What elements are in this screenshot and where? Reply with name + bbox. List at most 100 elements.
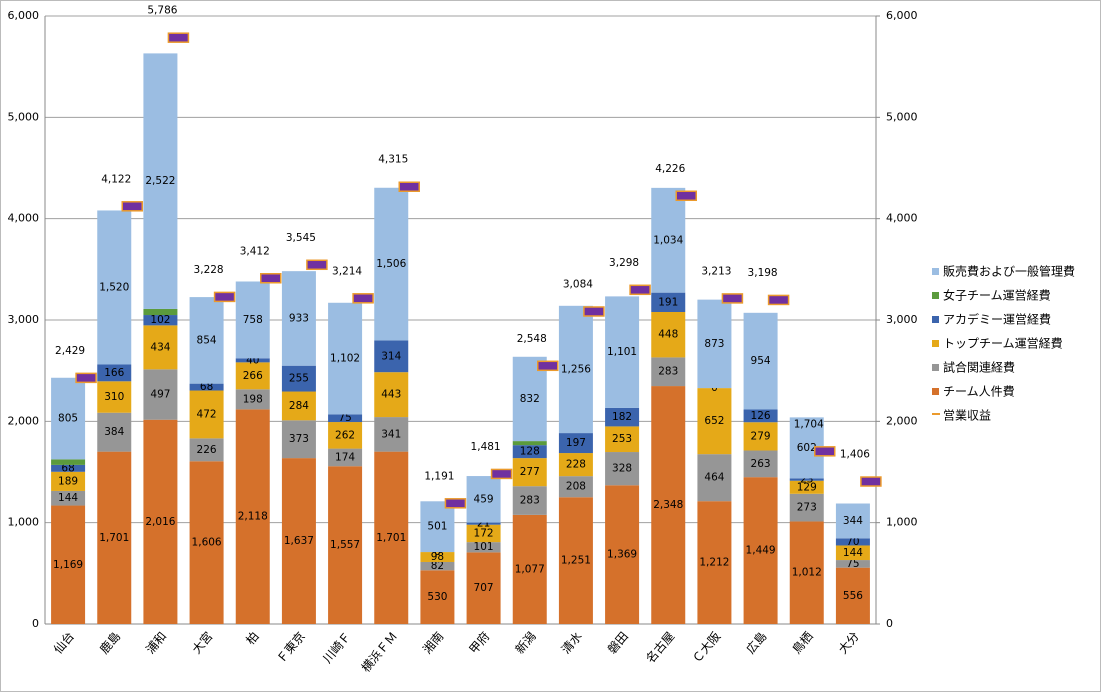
bar-segment [420, 570, 455, 624]
revenue-marker [167, 32, 190, 43]
data-label: 82 [431, 560, 444, 572]
revenue-marker [860, 476, 882, 487]
bar-segment [374, 451, 409, 624]
bar-segment [143, 325, 178, 370]
data-label: 314 [381, 350, 401, 362]
bar-segment [374, 340, 409, 373]
revenue-label: 3,298 [609, 257, 639, 269]
revenue-label: 3,198 [748, 267, 778, 279]
data-label: 954 [751, 355, 771, 367]
revenue-label: 1,481 [471, 441, 501, 453]
bar-segment [51, 459, 86, 465]
bar-segment [743, 312, 778, 410]
revenue-label: 3,412 [240, 245, 270, 257]
data-label: 344 [843, 515, 863, 527]
bar-segment [189, 461, 224, 624]
data-label: 384 [104, 426, 124, 438]
legend-swatch [932, 340, 939, 347]
data-label: 129 [797, 481, 817, 493]
data-label: 832 [520, 393, 540, 405]
bar-segment [789, 521, 824, 624]
bar-segment [835, 567, 870, 624]
bar-segment [651, 386, 686, 624]
bar-segment [374, 372, 409, 418]
legend-label: 営業収益 [943, 409, 991, 423]
data-label: 464 [704, 472, 724, 484]
data-label: 1,012 [792, 567, 822, 579]
bar-segment [558, 453, 593, 477]
data-label: 1,520 [99, 281, 129, 293]
bar-segment [651, 311, 686, 358]
y-tick-label: 2,000 [8, 414, 40, 427]
bar-segment [651, 292, 686, 312]
data-label: 805 [58, 413, 78, 425]
data-label: 283 [520, 495, 540, 507]
data-label: 126 [751, 410, 771, 422]
revenue-marker [721, 293, 744, 304]
data-label: 284 [289, 400, 309, 412]
bar-segment [466, 524, 501, 543]
data-label: 253 [612, 433, 632, 445]
legend-swatch [932, 268, 939, 275]
bar-segment [466, 552, 501, 624]
y-tick-label: 6,000 [8, 9, 40, 22]
y-tick-label: 0 [32, 617, 39, 630]
data-label: 1,212 [699, 557, 729, 569]
bar-segment [97, 364, 132, 382]
bar-segment [605, 485, 640, 624]
data-label: 556 [843, 590, 863, 602]
revenue-label: 4,226 [655, 163, 685, 175]
data-label: 497 [150, 389, 170, 401]
revenue-label: 3,084 [563, 278, 593, 290]
data-label: 182 [612, 411, 632, 423]
bar-segment [235, 358, 270, 363]
bar-segment [143, 369, 178, 420]
bar-segment [235, 362, 270, 390]
bar-segment [420, 561, 455, 571]
y2-tick-label: 2,000 [886, 414, 918, 427]
data-label: 854 [197, 334, 217, 346]
bar-segment [558, 433, 593, 454]
bar-segment [374, 417, 409, 452]
y2-tick-label: 6,000 [886, 9, 918, 22]
bar-segment [97, 210, 132, 365]
revenue-marker [767, 294, 790, 306]
revenue-label: 1,704 [794, 418, 824, 430]
y-tick-label: 1,000 [8, 516, 40, 529]
y2-tick-label: 5,000 [886, 110, 918, 123]
y-tick-label: 4,000 [8, 212, 40, 225]
data-label: 75 [338, 412, 351, 424]
data-label: 530 [427, 591, 447, 603]
data-label: 68 [200, 381, 213, 393]
data-label: 341 [381, 428, 401, 440]
bar-segment [697, 501, 732, 624]
revenue-marker [398, 181, 420, 192]
bar-segment [512, 486, 547, 515]
revenue-marker [260, 273, 282, 284]
data-label: 652 [704, 415, 724, 427]
bar-segment [835, 545, 870, 561]
bar-segment [605, 426, 640, 453]
data-label: 102 [150, 314, 170, 326]
bar-segment [51, 490, 86, 506]
data-label: 1,251 [561, 555, 591, 567]
bar-segment [235, 281, 270, 359]
revenue-marker [675, 190, 697, 202]
bar-segment [835, 538, 870, 546]
bar-segment [189, 438, 224, 462]
bar-segment [143, 53, 178, 309]
legend-label: トップチーム運営経費 [943, 336, 1063, 351]
bar-segment [743, 477, 778, 624]
data-label: 873 [704, 338, 724, 350]
data-label: 75 [846, 558, 859, 570]
bar-segment [51, 471, 86, 491]
data-label: 1,169 [53, 559, 83, 571]
bar-segment [512, 514, 547, 624]
revenue-label: 1,191 [424, 470, 454, 482]
legend-label: 試合関連経費 [943, 360, 1015, 375]
bar-segment [328, 302, 363, 415]
bar-segment [328, 414, 363, 423]
data-label: 197 [566, 437, 586, 449]
